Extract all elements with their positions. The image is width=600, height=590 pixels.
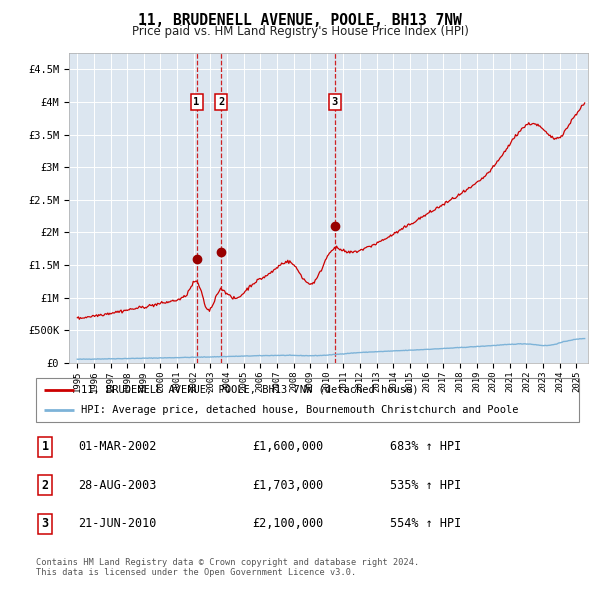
Text: £1,600,000: £1,600,000 bbox=[252, 440, 323, 454]
Text: 683% ↑ HPI: 683% ↑ HPI bbox=[390, 440, 461, 454]
Text: 554% ↑ HPI: 554% ↑ HPI bbox=[390, 517, 461, 530]
Text: 2: 2 bbox=[218, 97, 224, 107]
Text: 11, BRUDENELL AVENUE, POOLE, BH13 7NW: 11, BRUDENELL AVENUE, POOLE, BH13 7NW bbox=[138, 13, 462, 28]
Text: 28-AUG-2003: 28-AUG-2003 bbox=[78, 478, 157, 492]
Text: 2: 2 bbox=[41, 478, 49, 492]
Text: Contains HM Land Registry data © Crown copyright and database right 2024.
This d: Contains HM Land Registry data © Crown c… bbox=[36, 558, 419, 577]
Text: 1: 1 bbox=[41, 440, 49, 454]
Text: 21-JUN-2010: 21-JUN-2010 bbox=[78, 517, 157, 530]
Text: 01-MAR-2002: 01-MAR-2002 bbox=[78, 440, 157, 454]
Text: 11, BRUDENELL AVENUE, POOLE, BH13 7NW (detached house): 11, BRUDENELL AVENUE, POOLE, BH13 7NW (d… bbox=[80, 385, 418, 395]
Text: £1,703,000: £1,703,000 bbox=[252, 478, 323, 492]
Text: 1: 1 bbox=[193, 97, 200, 107]
Text: HPI: Average price, detached house, Bournemouth Christchurch and Poole: HPI: Average price, detached house, Bour… bbox=[80, 405, 518, 415]
Text: 535% ↑ HPI: 535% ↑ HPI bbox=[390, 478, 461, 492]
Text: 3: 3 bbox=[332, 97, 338, 107]
Text: Price paid vs. HM Land Registry's House Price Index (HPI): Price paid vs. HM Land Registry's House … bbox=[131, 25, 469, 38]
Text: 3: 3 bbox=[41, 517, 49, 530]
Text: £2,100,000: £2,100,000 bbox=[252, 517, 323, 530]
